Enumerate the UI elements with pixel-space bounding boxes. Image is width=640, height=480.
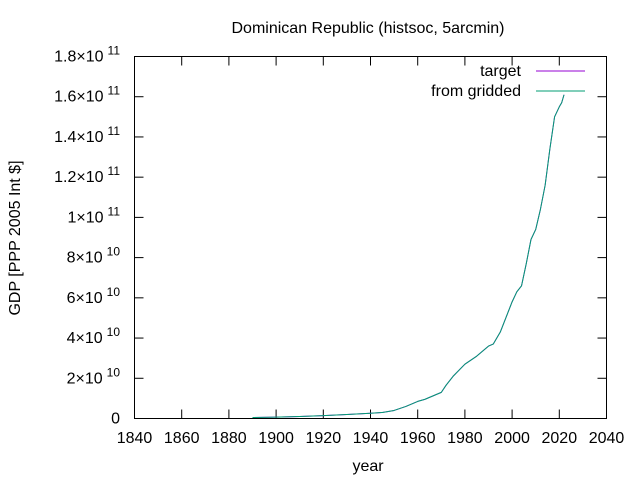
x-tick-label: 2040 — [589, 430, 625, 447]
y-tick-label: 0 — [111, 411, 120, 428]
y-tick-mantissa: 4×10 — [67, 330, 103, 347]
x-tick-label: 1900 — [258, 430, 294, 447]
y-tick-mantissa: 1×10 — [67, 209, 103, 226]
y-tick-mantissa: 1.6×10 — [54, 89, 103, 106]
y-tick-exponent: 11 — [108, 164, 121, 178]
x-tick-label: 2020 — [542, 430, 578, 447]
series-line-target — [252, 94, 565, 418]
x-tick-label: 1860 — [164, 430, 200, 447]
x-tick-label: 1940 — [353, 430, 389, 447]
y-tick-label: 6×10 10 — [67, 285, 121, 307]
y-tick-exponent: 11 — [108, 204, 121, 218]
y-tick-label: 1.4×10 11 — [54, 124, 120, 146]
x-tick-label: 1840 — [117, 430, 153, 447]
y-tick-label: 2×10 10 — [67, 365, 121, 387]
y-axis-label: GDP [PPP 2005 Int $] — [7, 160, 24, 315]
y-tick-exponent: 11 — [108, 44, 121, 58]
x-axis-label: year — [352, 458, 384, 475]
y-tick-labels: 02×10 104×10 106×10 108×10 101×10 111.2×10 111… — [54, 44, 120, 428]
y-tick-exponent: 10 — [107, 245, 121, 259]
x-tick-label: 1980 — [447, 430, 483, 447]
y-tick-mantissa: 6×10 — [67, 290, 103, 307]
plot-frame — [134, 56, 607, 419]
legend-label-from-gridded: from gridded — [431, 83, 521, 100]
y-tick-mantissa: 0 — [111, 411, 120, 428]
y-tick-exponent: 11 — [108, 124, 121, 138]
x-tick-label: 1960 — [400, 430, 436, 447]
series-line-from-gridded — [252, 94, 565, 418]
x-tick-labels: 1840 1860 1880 1900 1920 1940 1960 1980 2000 2020… — [117, 430, 625, 447]
y-tick-label: 4×10 10 — [67, 325, 121, 347]
y-tick-label: 1.6×10 11 — [54, 84, 120, 106]
y-tick-mantissa: 1.4×10 — [54, 129, 103, 146]
y-tick-label: 1.2×10 11 — [54, 164, 120, 186]
y-tick-label: 1.8×10 11 — [54, 44, 120, 66]
y-tick-mantissa: 1.8×10 — [54, 49, 103, 66]
chart-title: Dominican Republic (histsoc, 5arcmin) — [232, 20, 505, 37]
y-tick-mantissa: 8×10 — [67, 250, 103, 267]
y-tick-exponent: 10 — [107, 365, 121, 379]
y-tick-label: 8×10 10 — [67, 245, 121, 267]
x-tick-label: 1920 — [306, 430, 342, 447]
y-tick-exponent: 11 — [108, 84, 121, 98]
y-tick-exponent: 10 — [107, 285, 121, 299]
y-tick-exponent: 10 — [107, 325, 121, 339]
x-tick-label: 1880 — [211, 430, 247, 447]
legend: target from gridded — [431, 63, 585, 100]
axis-ticks — [134, 56, 607, 419]
y-tick-label: 1×10 11 — [67, 204, 120, 226]
series-lines — [252, 94, 565, 418]
y-tick-mantissa: 1.2×10 — [54, 169, 103, 186]
legend-label-target: target — [480, 63, 521, 80]
x-tick-label: 2000 — [494, 430, 530, 447]
y-tick-mantissa: 2×10 — [67, 370, 103, 387]
